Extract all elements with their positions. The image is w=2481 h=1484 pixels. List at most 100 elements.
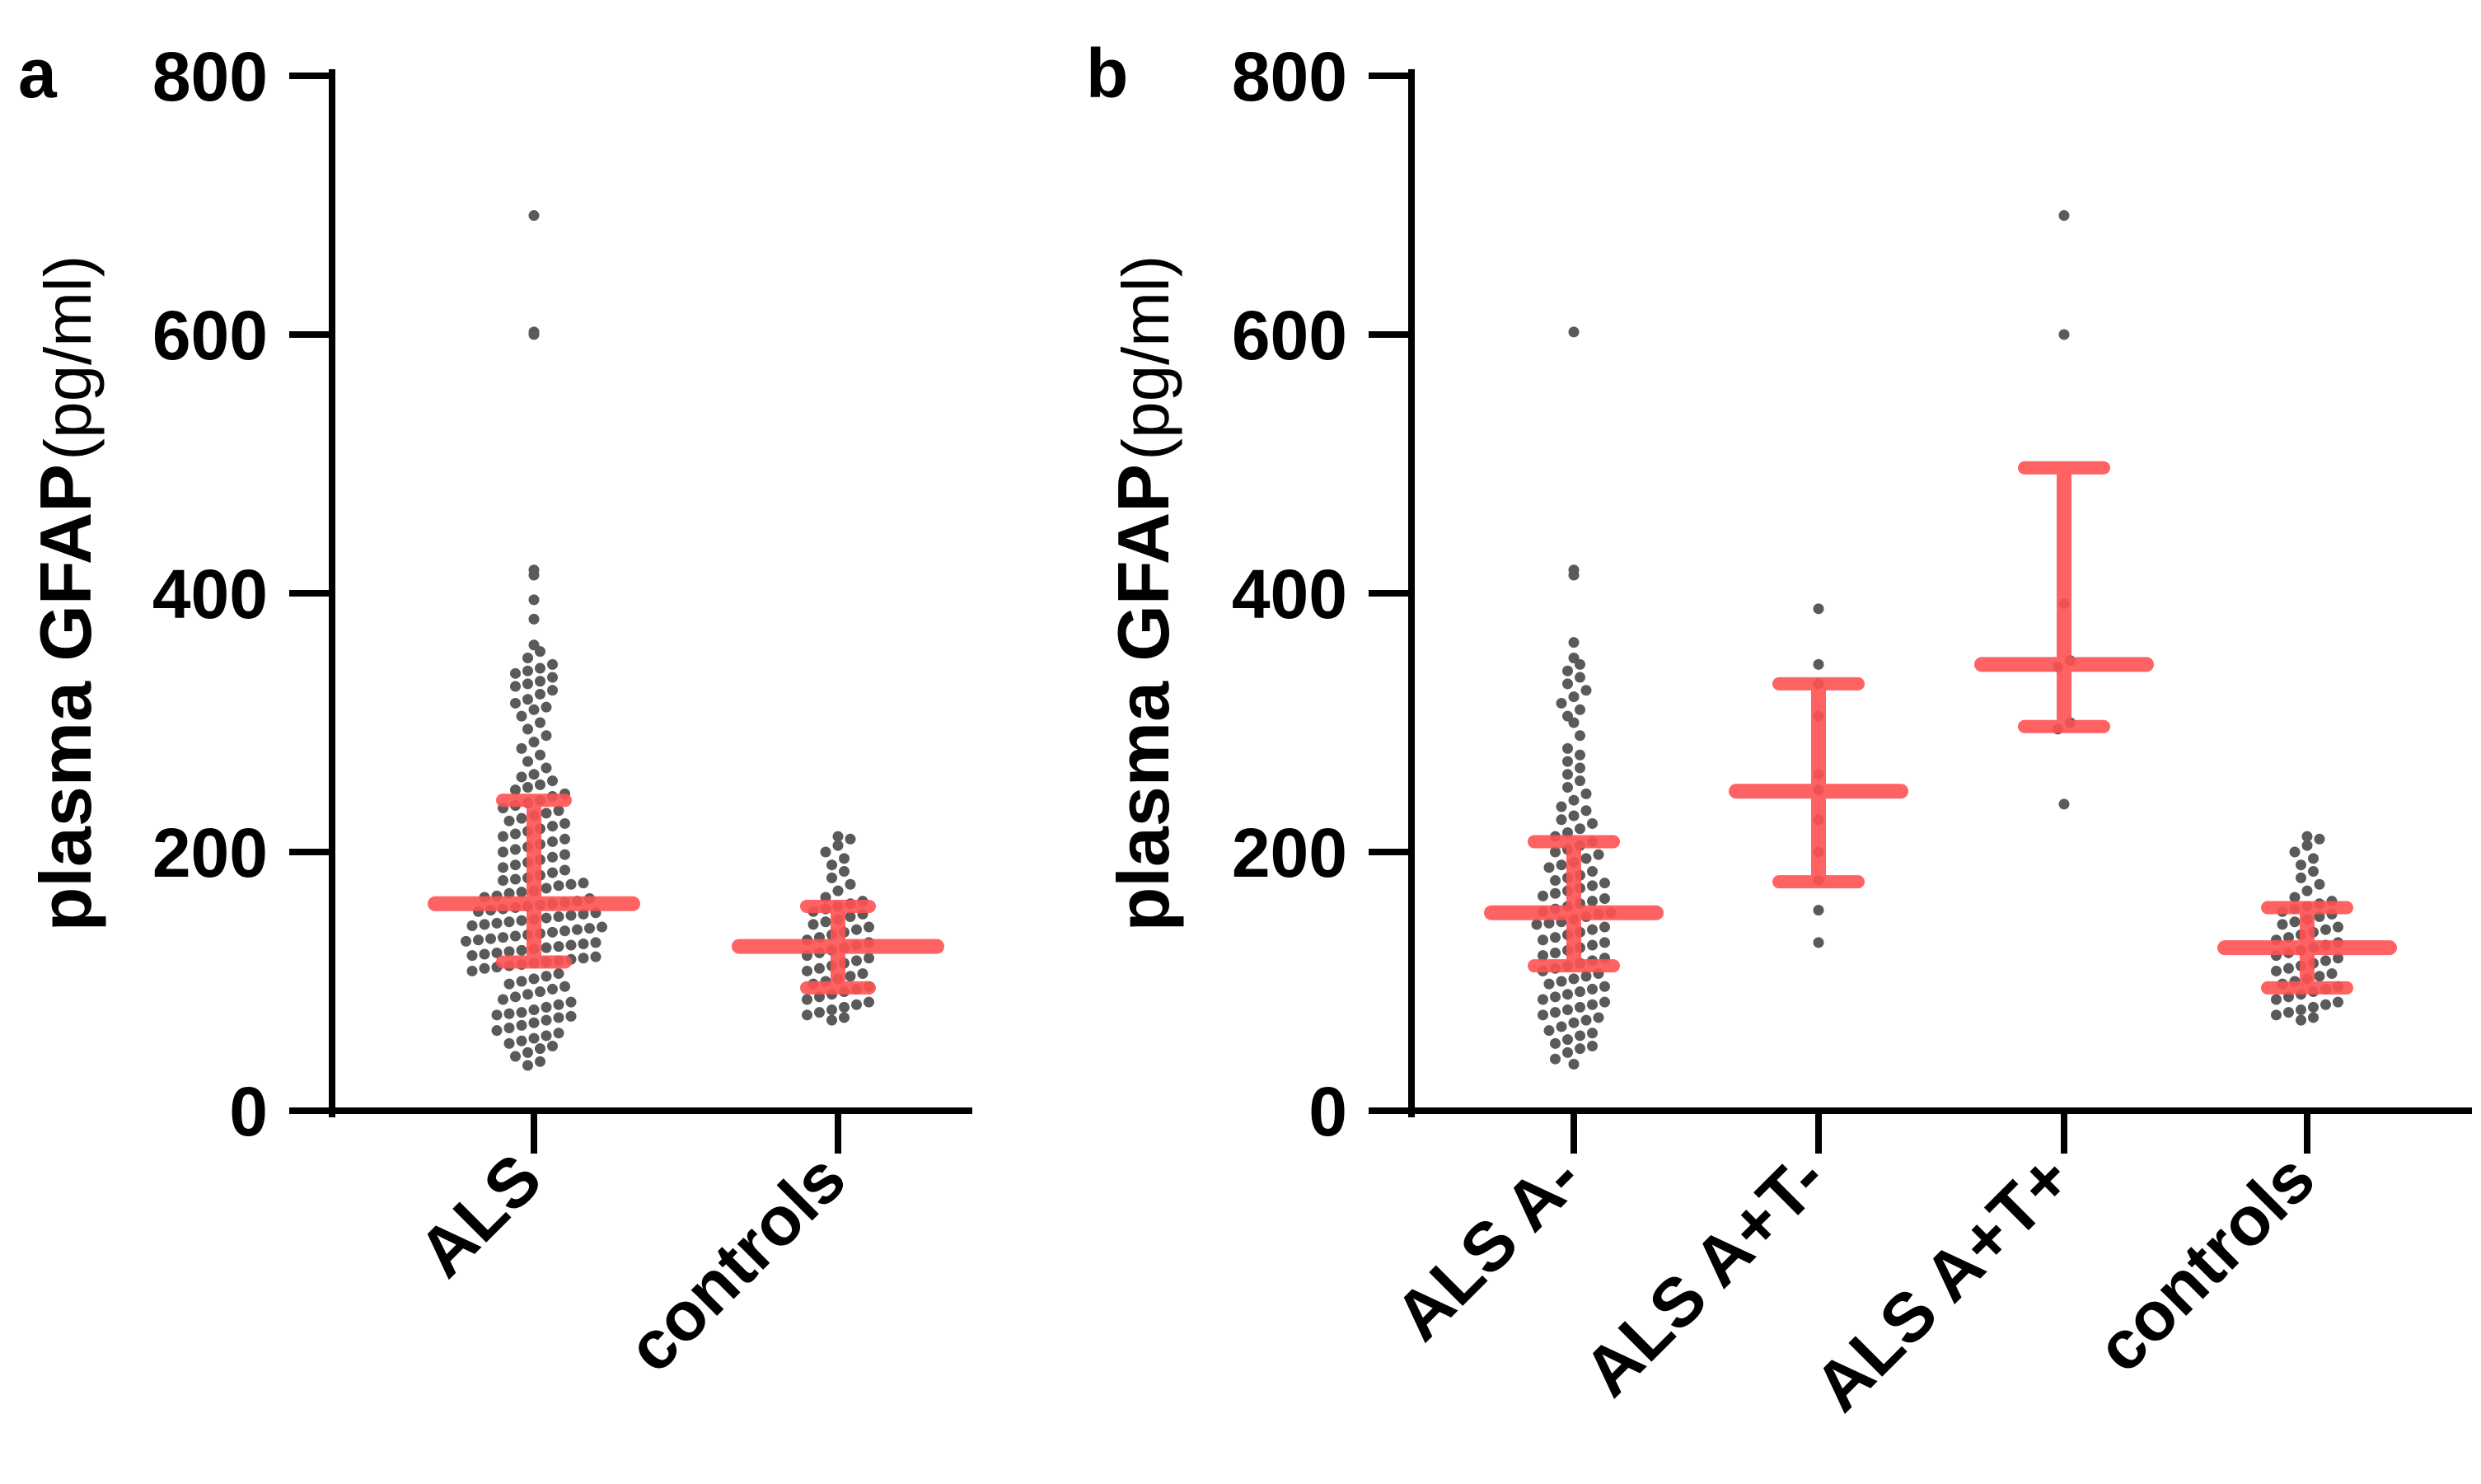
data-point-als: [535, 646, 545, 658]
data-point-controls: [2296, 1004, 2306, 1016]
data-point-als: [528, 210, 540, 222]
data-point-als: [516, 915, 527, 926]
data-point-als-a: [1575, 658, 1585, 670]
data-point-als-a: [1568, 973, 1580, 985]
data-point-als-a: [1568, 794, 1580, 806]
data-point-als-a: [1562, 769, 1573, 780]
data-point-als: [572, 924, 583, 935]
data-point-als-a: [1531, 919, 1542, 930]
summary-als-a-t: [1729, 676, 1908, 889]
data-point-als: [516, 887, 527, 898]
data-point-als-a: [1562, 678, 1573, 690]
data-point-als-a: [1580, 788, 1592, 799]
data-point-als: [510, 873, 521, 885]
y-axis-label-unit: (pg/ml): [31, 255, 105, 461]
data-point-als: [516, 976, 527, 987]
data-point-als-a: [1538, 1009, 1548, 1021]
data-point-als: [535, 749, 545, 761]
data-point-als: [565, 910, 577, 921]
data-point-als: [541, 1014, 552, 1026]
data-point-als: [541, 942, 552, 953]
data-point-als: [516, 1007, 527, 1018]
data-point-als: [522, 694, 533, 705]
data-point-controls: [864, 996, 874, 1008]
y-axis-label-unit: (pg/ml): [1109, 255, 1182, 461]
data-point-controls: [2320, 924, 2331, 935]
data-point-als: [522, 756, 533, 767]
data-point-als: [578, 908, 589, 920]
data-point-als: [547, 775, 558, 787]
data-point-als-a: [1568, 1017, 1580, 1028]
summary-als-a-t: [1974, 461, 2154, 733]
data-point-als-a: [1543, 978, 1555, 990]
data-point-als: [479, 919, 490, 930]
data-point-als-a: [1568, 717, 1580, 728]
data-point-als: [553, 805, 564, 817]
data-point-als: [479, 962, 490, 974]
data-point-als-a: [1580, 1014, 1592, 1026]
data-point-als: [553, 1028, 564, 1039]
data-point-als: [535, 688, 545, 700]
data-point-als: [522, 989, 533, 1000]
data-point-controls: [2289, 846, 2301, 858]
data-point-als: [466, 965, 478, 976]
data-point-als: [547, 1041, 558, 1051]
y-tick-label: 400: [152, 555, 268, 633]
data-point-als: [516, 1035, 527, 1046]
data-point-controls: [2320, 955, 2331, 967]
data-point-als: [516, 944, 527, 956]
data-point-als: [510, 1051, 521, 1062]
data-point-als: [547, 821, 558, 832]
data-point-als: [559, 833, 570, 845]
data-point-als: [578, 953, 589, 964]
data-point-controls: [839, 866, 850, 878]
data-point-als-a-t: [2058, 329, 2070, 340]
data-point-als-a: [1587, 999, 1598, 1010]
data-point-als: [528, 1017, 540, 1028]
data-point-controls: [845, 971, 856, 982]
data-point-als-a: [1550, 1007, 1561, 1018]
data-point-als-a: [1562, 989, 1573, 1000]
data-point-controls: [832, 831, 844, 842]
data-point-als-a: [1550, 846, 1561, 858]
data-point-controls: [2296, 859, 2306, 871]
data-point-controls: [832, 885, 844, 896]
data-point-als-a: [1599, 996, 1610, 1008]
data-point-controls: [2301, 840, 2313, 851]
data-point-als: [535, 1056, 545, 1067]
data-point-controls: [814, 962, 825, 974]
data-point-als: [510, 697, 521, 709]
data-point-als-a: [1575, 762, 1585, 774]
data-point-controls: [2308, 866, 2319, 878]
data-point-als: [547, 658, 558, 670]
data-point-controls: [845, 878, 856, 890]
data-point-als: [541, 808, 552, 819]
data-point-als-a-t: [2058, 798, 2070, 810]
x-category-label-als: ALS: [403, 1139, 555, 1291]
data-point-als-a: [1587, 1041, 1598, 1051]
data-point-als: [491, 917, 503, 929]
data-point-controls: [2283, 1007, 2294, 1018]
data-point-als-a: [1599, 981, 1610, 992]
data-point-als: [510, 859, 521, 871]
data-point-als: [510, 667, 521, 679]
panel-letter: a: [18, 35, 58, 112]
data-point-als: [503, 978, 515, 990]
data-point-als: [541, 971, 552, 982]
data-point-als: [503, 916, 515, 928]
y-tick-label: 200: [1232, 814, 1347, 892]
data-point-als-a: [1568, 569, 1580, 581]
data-point-controls: [2320, 999, 2331, 1010]
data-point-controls: [802, 965, 812, 976]
data-point-controls: [839, 1001, 850, 1013]
data-point-als: [565, 996, 577, 1008]
data-point-als: [522, 665, 533, 676]
data-point-als-a: [1587, 983, 1598, 995]
data-point-controls: [864, 953, 874, 964]
data-point-controls: [2314, 971, 2325, 982]
data-point-als-a: [1562, 756, 1573, 767]
data-point-als: [510, 844, 521, 855]
data-point-als: [541, 912, 552, 924]
data-point-als-a: [1562, 1046, 1573, 1058]
